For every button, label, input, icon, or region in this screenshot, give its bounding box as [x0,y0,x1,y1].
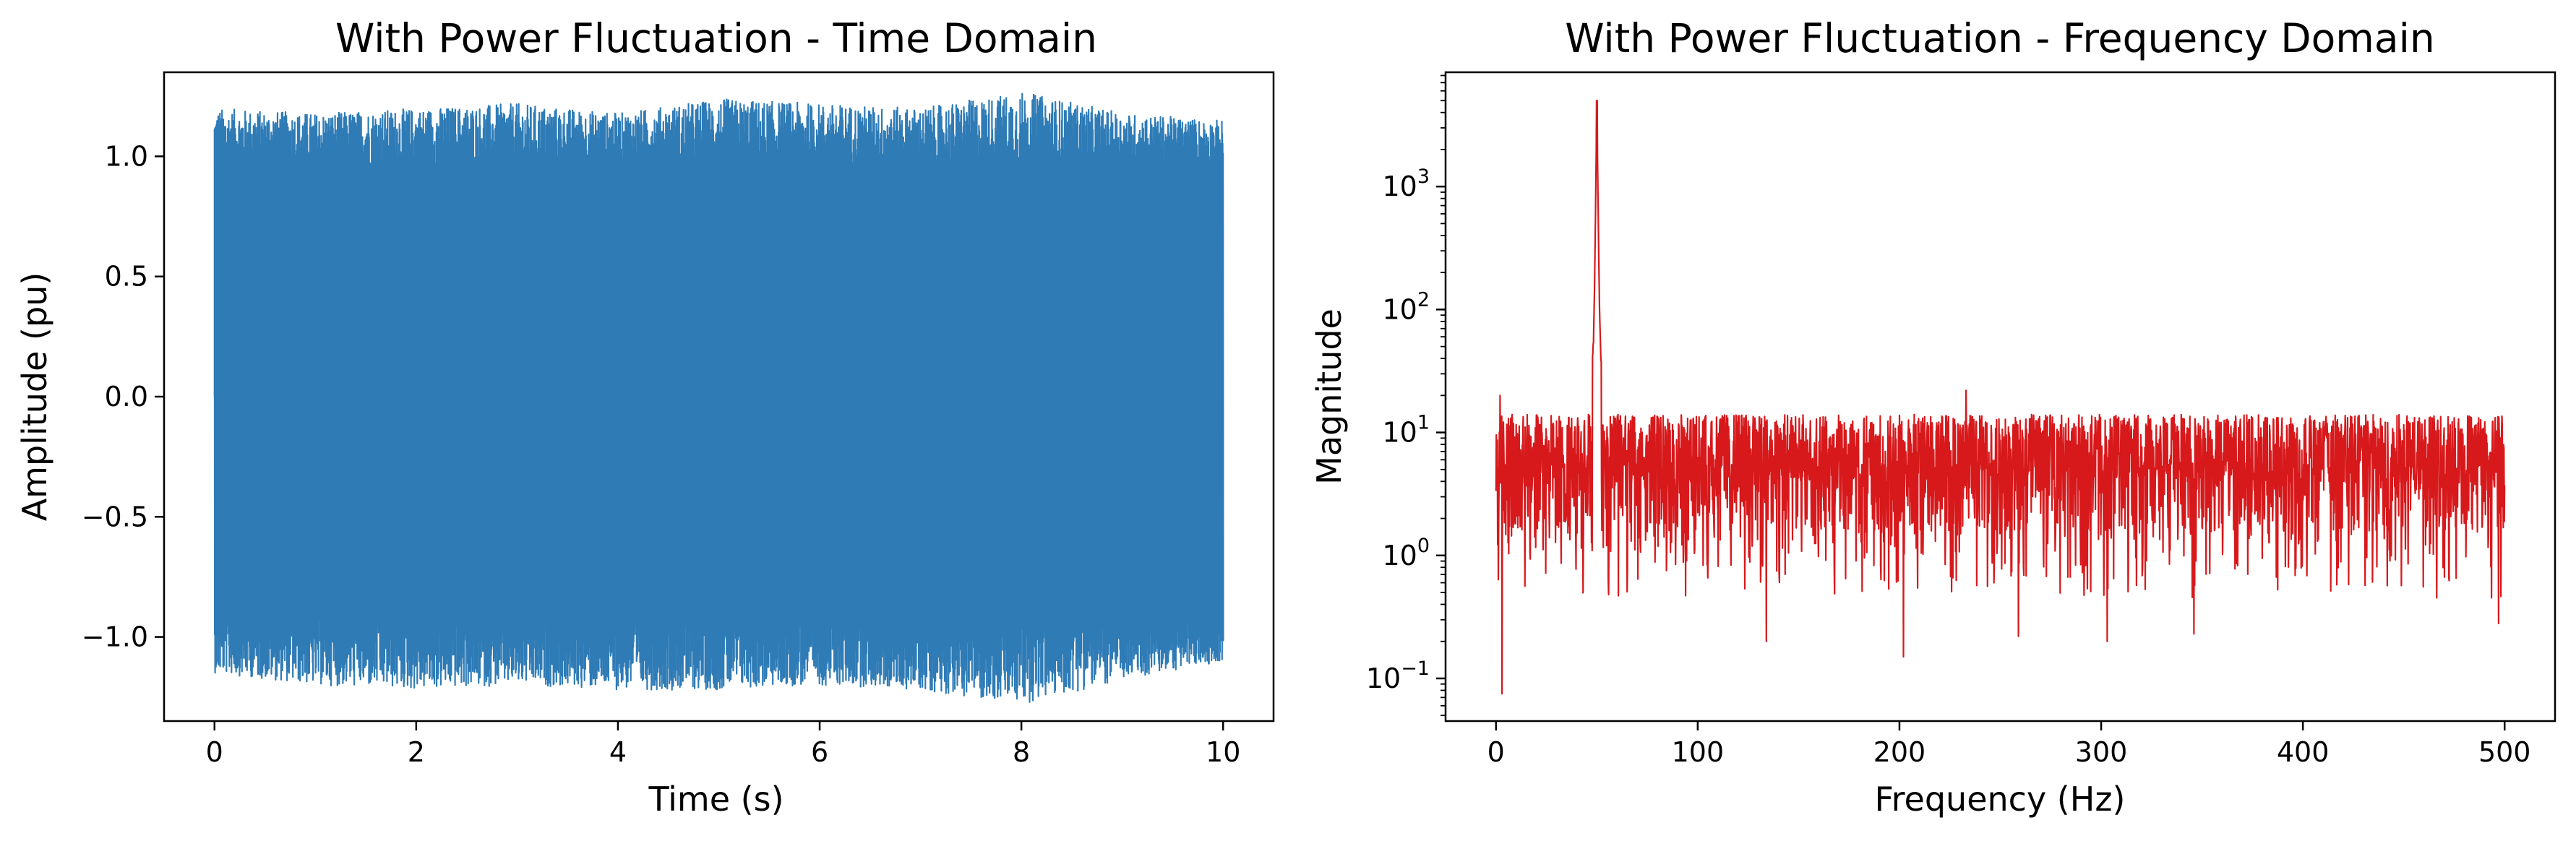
time-domain-x-axis-label: Time (s) [648,780,783,819]
time-domain-title: With Power Fluctuation - Time Domain [335,15,1097,61]
frequency-domain-x-ticks: 0 100 200 300 400 500 [1487,721,2531,768]
frequency-x-tick-label: 0 [1487,736,1505,768]
time-y-tick-label: −0.5 [82,501,148,532]
frequency-domain-plot-frame [1444,71,2556,723]
time-x-tick-label: 6 [811,736,828,768]
frequency-domain-y-ticks: 10−1 100 101 102 103 [1366,74,1446,717]
frequency-y-tick-label: 101 [1382,412,1430,449]
frequency-x-tick-label: 400 [2277,736,2330,768]
time-domain-y-ticks: −1.0 −0.5 0.0 0.5 1.0 [82,140,164,653]
time-domain-x-ticks: 0 2 4 6 8 10 [206,721,1240,768]
frequency-domain-chart: With Power Fluctuation - Frequency Domai… [1310,15,2556,819]
time-x-tick-label: 8 [1013,736,1030,768]
frequency-domain-x-axis-label: Frequency (Hz) [1875,780,2126,819]
time-x-tick-label: 4 [609,736,627,768]
frequency-x-tick-label: 100 [1672,736,1725,768]
time-domain-chart: With Power Fluctuation - Time Domain 0 2 4… [15,15,1275,819]
time-domain-signal-line [213,92,1224,703]
frequency-domain-y-axis-label: Magnitude [1310,309,1349,485]
time-y-tick-label: −1.0 [82,621,148,653]
time-x-tick-label: 2 [408,736,425,768]
frequency-x-tick-label: 500 [2478,736,2531,768]
frequency-x-tick-label: 200 [1873,736,1926,768]
time-x-tick-label: 0 [206,736,223,768]
frequency-y-tick-label: 102 [1382,288,1430,325]
frequency-y-tick-label: 10−1 [1366,657,1430,694]
frequency-y-tick-label: 100 [1382,535,1430,572]
time-y-tick-label: 0.0 [105,381,148,413]
time-x-tick-label: 10 [1206,736,1240,768]
time-y-tick-label: 0.5 [105,261,148,293]
frequency-y-tick-label: 103 [1382,165,1430,202]
frequency-x-tick-label: 300 [2075,736,2128,768]
frequency-domain-spectrum-line [1495,100,2506,695]
frequency-domain-title: With Power Fluctuation - Frequency Domai… [1565,15,2434,61]
time-domain-y-axis-label: Amplitude (pu) [15,272,54,522]
time-y-tick-label: 1.0 [105,140,148,172]
